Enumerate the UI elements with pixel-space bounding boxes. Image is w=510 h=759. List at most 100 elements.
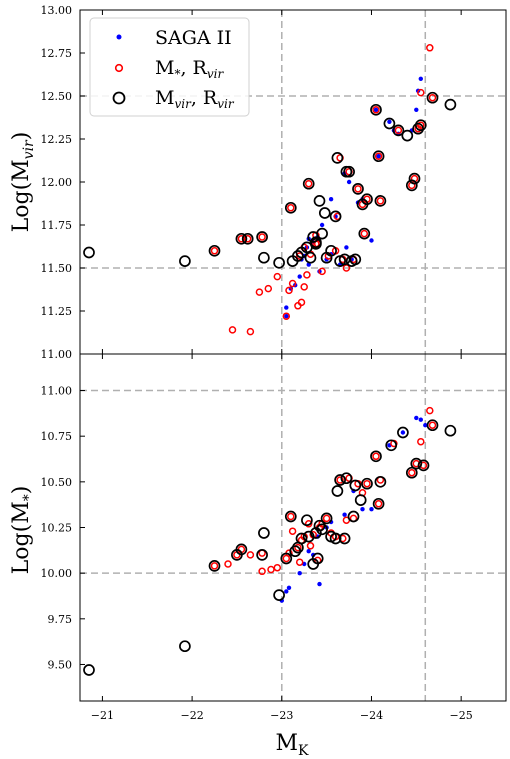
data-point bbox=[318, 207, 331, 219]
y-tick-label: 10.75 bbox=[41, 430, 73, 443]
top-y-axis-title: Log(Mvir) bbox=[9, 132, 37, 233]
legend-marker-mstar bbox=[114, 63, 124, 73]
data-point bbox=[246, 551, 255, 559]
data-point bbox=[306, 549, 311, 554]
top-y-axis-title-main: Log(M bbox=[9, 159, 34, 232]
bottom-y-axis-title-sub: * bbox=[21, 494, 37, 501]
data-point bbox=[246, 327, 255, 336]
data-point bbox=[418, 76, 423, 82]
data-point bbox=[372, 106, 380, 114]
data-point bbox=[83, 246, 95, 259]
data-point bbox=[300, 283, 308, 291]
data-point bbox=[444, 424, 457, 437]
data-point bbox=[320, 512, 333, 525]
data-point bbox=[385, 439, 398, 452]
data-point bbox=[258, 251, 270, 264]
data-point bbox=[179, 255, 191, 267]
y-tick-label: 12.75 bbox=[41, 47, 73, 60]
data-point bbox=[316, 227, 328, 240]
data-point bbox=[292, 250, 304, 262]
data-point bbox=[286, 585, 292, 590]
legend-label-mvir-sub: vir bbox=[174, 97, 192, 111]
data-point bbox=[210, 562, 219, 570]
data-point bbox=[273, 272, 282, 281]
data-point bbox=[264, 284, 273, 293]
data-point bbox=[405, 179, 418, 192]
legend-label-mvir: Mvir, Rvir bbox=[155, 87, 235, 111]
data-point bbox=[319, 222, 325, 228]
data-point bbox=[297, 298, 306, 307]
data-point bbox=[352, 183, 364, 195]
data-point bbox=[304, 251, 317, 264]
legend-label-mstar-main: M bbox=[155, 57, 174, 79]
data-point bbox=[340, 472, 353, 485]
data-point bbox=[423, 423, 428, 428]
data-point bbox=[372, 150, 385, 163]
data-point bbox=[417, 459, 430, 472]
data-point bbox=[288, 279, 297, 288]
data-point bbox=[228, 326, 237, 334]
data-point bbox=[322, 514, 331, 523]
data-point bbox=[349, 253, 362, 266]
data-point bbox=[426, 91, 439, 104]
data-point bbox=[426, 44, 434, 52]
data-point bbox=[418, 417, 423, 422]
data-point bbox=[258, 233, 266, 241]
legend-box bbox=[89, 17, 250, 117]
y-tick-label: 13.00 bbox=[41, 4, 73, 17]
data-point bbox=[318, 267, 326, 276]
data-point bbox=[417, 88, 425, 97]
data-point bbox=[273, 589, 285, 601]
data-point bbox=[284, 314, 289, 319]
data-point bbox=[408, 172, 421, 185]
data-point bbox=[408, 468, 416, 477]
data-point bbox=[317, 581, 322, 587]
legend-label-mvir-main: M bbox=[155, 87, 174, 109]
x-tick-label: −25 bbox=[450, 709, 473, 722]
legend-label-mstar-sub2: vir bbox=[207, 67, 225, 81]
data-point bbox=[208, 560, 221, 572]
y-tick-label: 12.50 bbox=[41, 90, 73, 103]
data-point bbox=[372, 452, 380, 461]
data-point bbox=[284, 305, 289, 310]
data-point bbox=[342, 512, 347, 517]
data-point bbox=[273, 256, 285, 269]
data-point bbox=[414, 415, 419, 421]
data-point bbox=[426, 419, 439, 432]
x-tick-label: −21 bbox=[91, 709, 114, 722]
data-point bbox=[360, 229, 369, 238]
data-point bbox=[256, 231, 268, 243]
data-point bbox=[374, 195, 387, 207]
data-point bbox=[405, 466, 418, 479]
data-point bbox=[417, 121, 425, 129]
data-point bbox=[363, 479, 371, 488]
x-tick-label: −23 bbox=[270, 709, 293, 722]
bottom-y-axis-title-main: Log(M bbox=[9, 501, 34, 574]
data-point bbox=[273, 563, 282, 572]
data-point bbox=[417, 437, 425, 446]
data-point bbox=[267, 565, 275, 574]
y-tick-label: 11.25 bbox=[41, 305, 73, 318]
data-point bbox=[361, 193, 373, 206]
legend-label-mstar: M*, Rvir bbox=[155, 57, 224, 81]
data-point bbox=[372, 497, 385, 510]
data-point bbox=[208, 244, 221, 257]
data-point bbox=[306, 542, 315, 550]
data-point bbox=[83, 664, 95, 676]
data-point bbox=[394, 126, 403, 135]
data-point bbox=[302, 177, 315, 190]
data-point bbox=[334, 474, 346, 486]
y-tick-label: 10.50 bbox=[41, 476, 73, 489]
data-point bbox=[179, 640, 191, 653]
data-point bbox=[329, 532, 342, 545]
data-point bbox=[347, 510, 360, 523]
bottom-panel: 9.50 9.75 10.00 10.25 10.50 10.75 11.00 −21 −22 −… bbox=[41, 353, 507, 722]
data-point bbox=[284, 201, 297, 214]
data-point bbox=[369, 238, 374, 243]
data-point bbox=[258, 527, 270, 539]
y-tick-label: 11.00 bbox=[41, 348, 73, 361]
top-y-axis-title-sub: vir bbox=[21, 139, 37, 159]
data-point bbox=[287, 204, 295, 212]
